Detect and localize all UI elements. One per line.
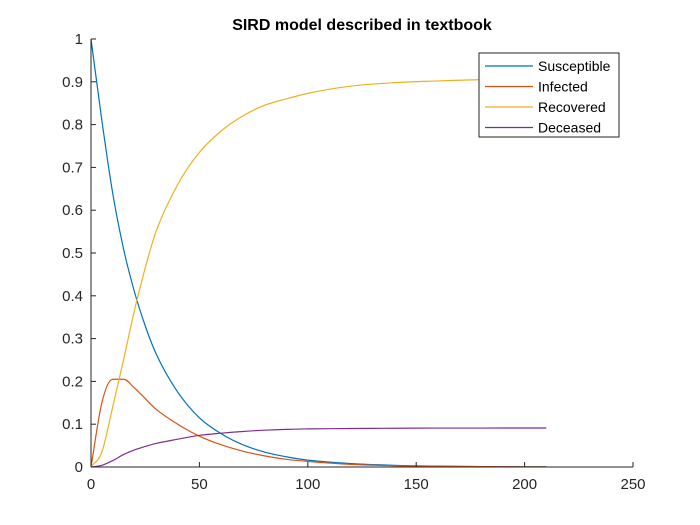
- y-tick-label: 0.6: [62, 202, 83, 219]
- series-line-infected: [90, 378, 547, 468]
- x-tick-label: 150: [404, 476, 429, 493]
- x-tick-label: 100: [295, 476, 320, 493]
- y-tick-label: 0.7: [62, 159, 83, 176]
- series-line-deceased: [90, 427, 547, 468]
- y-tick-label: 0.9: [62, 74, 83, 91]
- y-tick-label: 0: [75, 459, 83, 476]
- legend-label-susceptible: Susceptible: [538, 58, 611, 74]
- legend-label-recovered: Recovered: [538, 99, 606, 115]
- y-tick-label: 0.2: [62, 373, 83, 390]
- x-tick-label: 200: [512, 476, 537, 493]
- y-tick-label: 0.5: [62, 245, 83, 262]
- y-tick-label: 1: [75, 31, 83, 48]
- y-ticks: 0 0.1 0.2 0.3 0.4 0.5 0.6 0.7 0.8 0.9 1: [62, 31, 96, 476]
- legend-label-deceased: Deceased: [538, 120, 601, 136]
- series-group: [90, 38, 547, 468]
- chart-title: SIRD model described in textbook: [232, 17, 492, 34]
- x-tick-label: 50: [191, 476, 208, 493]
- series-line-recovered: [90, 78, 547, 468]
- legend: Susceptible Infected Recovered Deceased: [478, 52, 620, 138]
- y-tick-label: 0.1: [62, 416, 83, 433]
- x-ticks: 0 50 100 150 200 250: [87, 462, 646, 493]
- x-tick-label: 0: [87, 476, 95, 493]
- y-tick-label: 0.3: [62, 331, 83, 348]
- x-tick-label: 250: [620, 476, 645, 493]
- legend-items: Susceptible Infected Recovered Deceased: [485, 58, 611, 136]
- y-tick-label: 0.8: [62, 117, 83, 134]
- legend-label-infected: Infected: [538, 79, 588, 95]
- y-tick-label: 0.4: [62, 288, 83, 305]
- legend-box: [478, 52, 620, 138]
